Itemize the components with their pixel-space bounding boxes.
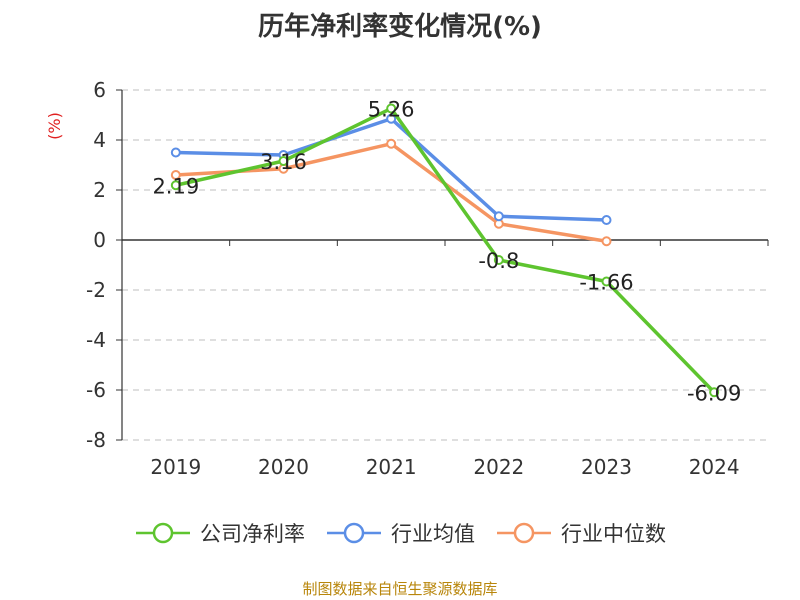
- x-tick-label: 2021: [366, 455, 417, 479]
- data-labels: 2.19 3.16 5.26 -0.8 -1.66 -6.09: [152, 98, 741, 406]
- legend-swatch: [136, 522, 190, 544]
- legend-label: 行业均值: [391, 522, 475, 546]
- data-label: 2.19: [152, 174, 199, 198]
- data-point: [386, 138, 397, 149]
- y-tick-label: -4: [86, 328, 106, 352]
- y-tick-label: -6: [86, 378, 106, 402]
- legend-swatch-marker: [513, 522, 535, 544]
- y-tick-label: -2: [86, 278, 106, 302]
- legend: 公司净利率 行业均值 行业中位数: [0, 518, 800, 548]
- legend-label: 行业中位数: [561, 522, 666, 546]
- grid-lines: [122, 89, 768, 441]
- data-point: [493, 211, 504, 222]
- data-point: [601, 215, 612, 225]
- data-point: [170, 180, 181, 191]
- data-point: [170, 147, 181, 158]
- data-point: [601, 276, 612, 287]
- data-label: 3.16: [260, 150, 307, 174]
- x-tick-label: 2023: [581, 455, 632, 479]
- series-lines: [170, 103, 720, 398]
- x-tick-label: 2020: [258, 455, 309, 479]
- data-point: [386, 113, 397, 124]
- x-tick-label: 2024: [689, 455, 740, 479]
- series-line-2: [175, 142, 607, 243]
- legend-swatch: [497, 522, 551, 544]
- y-tick-label: 6: [93, 78, 106, 102]
- x-tick-label: 2019: [150, 455, 201, 479]
- y-tick-label: -8: [86, 428, 106, 452]
- data-point: [493, 255, 504, 265]
- data-label: -6.09: [687, 381, 741, 405]
- data-point: [601, 236, 612, 247]
- data-point: [386, 103, 397, 114]
- series-line-0: [175, 106, 716, 394]
- legend-swatch-marker: [343, 522, 365, 544]
- data-label: 5.26: [368, 98, 415, 122]
- data-point: [170, 170, 181, 180]
- legend-label: 公司净利率: [200, 522, 305, 546]
- data-label: -1.66: [579, 271, 633, 295]
- data-point: [278, 156, 289, 166]
- legend-swatch-marker: [152, 522, 174, 544]
- legend-swatch: [327, 522, 381, 544]
- y-tick-label: 0: [93, 228, 106, 252]
- x-tick-label: 2022: [473, 455, 524, 479]
- legend-item[interactable]: 行业中位数: [495, 518, 666, 548]
- y-axis-label: (%): [45, 112, 64, 140]
- y-tick-label: 4: [93, 128, 106, 152]
- data-point: [709, 387, 720, 398]
- axes: 6 4 2 0 -2 -4 -6 -8 2019 2020 2021 2022 2023 2024: [86, 78, 769, 479]
- data-label: -0.8: [478, 249, 519, 273]
- legend-item[interactable]: 公司净利率: [134, 518, 305, 548]
- chart-title: 历年净利率变化情况(%): [258, 12, 542, 42]
- legend-item[interactable]: 行业均值: [325, 518, 475, 548]
- y-tick-label: 2: [93, 178, 106, 202]
- source-note: 制图数据来自恒生聚源数据库: [302, 580, 498, 598]
